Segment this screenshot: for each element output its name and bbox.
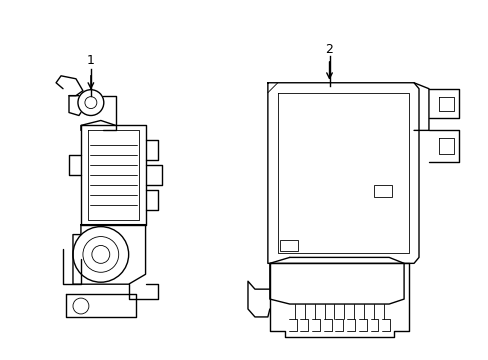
Text: 2: 2: [325, 42, 333, 55]
Bar: [279, 239, 297, 251]
Text: 1: 1: [87, 54, 95, 67]
Bar: [373, 185, 391, 197]
